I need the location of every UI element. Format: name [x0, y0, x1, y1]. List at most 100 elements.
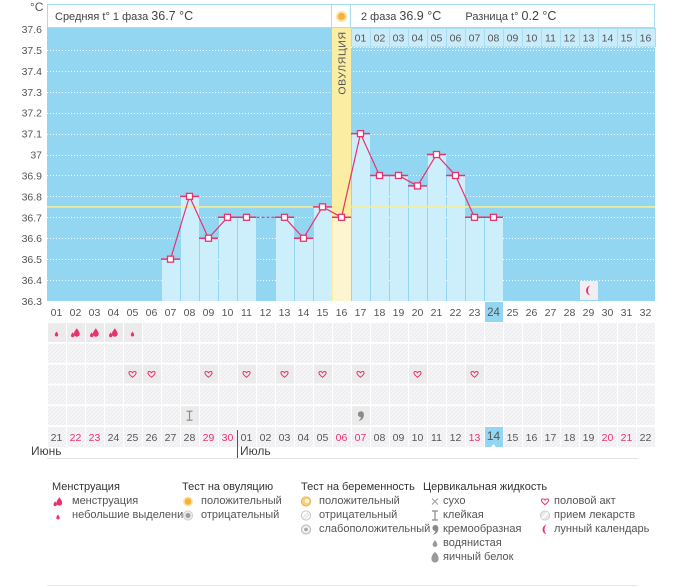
date-cell[interactable] [504, 427, 522, 447]
symptom-cell[interactable] [162, 364, 180, 384]
symptom-cell[interactable] [86, 406, 104, 426]
symptom-cell[interactable] [86, 364, 104, 384]
symptom-cell[interactable] [409, 406, 427, 426]
symptom-cell[interactable] [124, 406, 142, 426]
symptom-cell[interactable] [219, 385, 237, 405]
symptom-cell[interactable] [162, 385, 180, 405]
symptom-cell[interactable] [295, 364, 313, 384]
symptom-cell[interactable] [561, 343, 579, 363]
symptom-cell[interactable] [276, 385, 294, 405]
symptom-cell[interactable] [105, 343, 123, 363]
date-label[interactable]: 01 [241, 432, 253, 444]
symptom-cell[interactable] [162, 406, 180, 426]
symptom-cell[interactable] [428, 343, 446, 363]
date-cell[interactable] [219, 427, 237, 447]
date-cell[interactable] [447, 427, 465, 447]
date-label[interactable]: 26 [146, 432, 158, 444]
symptom-cell[interactable] [523, 406, 541, 426]
date-label[interactable]: 23 [89, 432, 101, 444]
date-cell[interactable] [257, 427, 275, 447]
symptom-cell[interactable] [466, 323, 484, 342]
symptom-cell[interactable] [238, 343, 256, 363]
symptom-cell[interactable] [48, 385, 66, 405]
symptom-cell[interactable] [219, 343, 237, 363]
symptom-cell[interactable] [48, 343, 66, 363]
symptom-cell[interactable] [124, 385, 142, 405]
temperature-point[interactable] [432, 150, 441, 159]
symptom-cell[interactable] [314, 343, 332, 363]
symptom-cell[interactable] [485, 323, 503, 342]
symptom-cell[interactable] [143, 406, 161, 426]
symptom-cell[interactable] [333, 406, 351, 426]
date-label[interactable]: 22 [70, 432, 82, 444]
symptom-cell[interactable] [219, 323, 237, 342]
symptom-cell[interactable] [48, 406, 66, 426]
temperature-point[interactable] [337, 213, 346, 221]
symptom-cell[interactable] [599, 343, 617, 363]
date-cell[interactable] [542, 427, 560, 447]
symptom-cell[interactable] [580, 343, 598, 363]
symptom-cell[interactable] [409, 343, 427, 363]
date-cell[interactable] [409, 427, 427, 447]
temperature-point[interactable] [356, 129, 365, 138]
symptom-cell[interactable] [143, 343, 161, 363]
temperature-point[interactable] [185, 192, 194, 201]
symptom-cell[interactable] [561, 364, 579, 384]
symptom-cell[interactable] [67, 385, 85, 405]
date-cell[interactable] [599, 427, 617, 447]
symptom-cell[interactable] [314, 364, 332, 384]
date-label[interactable]: 11 [431, 432, 442, 444]
temperature-point[interactable] [318, 203, 327, 211]
temperature-point[interactable] [394, 171, 403, 180]
date-label[interactable]: 28 [184, 432, 196, 444]
date-label[interactable]: 19 [583, 432, 595, 444]
symptom-cell[interactable] [276, 343, 294, 363]
symptom-cell[interactable] [257, 323, 275, 342]
date-label[interactable]: 07 [355, 432, 367, 444]
date-label[interactable]: 14 [487, 429, 501, 443]
symptom-cell[interactable] [219, 406, 237, 426]
symptom-cell[interactable] [105, 364, 123, 384]
symptom-cell[interactable] [485, 343, 503, 363]
temperature-point[interactable] [280, 213, 289, 221]
symptom-cell[interactable] [618, 343, 636, 363]
temperature-point[interactable] [166, 255, 175, 263]
symptom-cell[interactable] [352, 385, 370, 405]
symptom-cell[interactable] [219, 364, 237, 384]
date-cell[interactable] [523, 427, 541, 447]
symptom-cell[interactable] [124, 364, 142, 384]
temperature-point[interactable] [299, 234, 308, 242]
symptom-cell[interactable] [580, 406, 598, 426]
date-label[interactable]: 15 [507, 432, 519, 444]
symptom-cell[interactable] [352, 364, 370, 384]
symptom-cell[interactable] [200, 385, 218, 405]
symptom-cell[interactable] [637, 385, 655, 405]
symptom-cell[interactable] [447, 364, 465, 384]
date-label[interactable]: 17 [545, 432, 557, 444]
symptom-cell[interactable] [561, 323, 579, 342]
symptom-cell[interactable] [162, 343, 180, 363]
temperature-point[interactable] [451, 171, 460, 180]
symptom-cell[interactable] [542, 364, 560, 384]
date-label[interactable]: 16 [526, 432, 538, 444]
symptom-cell[interactable] [428, 323, 446, 342]
symptom-cell[interactable] [295, 323, 313, 342]
symptom-cell[interactable] [542, 323, 560, 342]
symptom-cell[interactable] [143, 385, 161, 405]
symptom-cell[interactable] [238, 406, 256, 426]
symptom-cell[interactable] [295, 406, 313, 426]
symptom-cell[interactable] [390, 364, 408, 384]
symptom-cell[interactable] [143, 364, 161, 384]
symptom-cell[interactable] [409, 385, 427, 405]
symptom-cell[interactable] [238, 364, 256, 384]
today-date-cell[interactable] [485, 427, 503, 447]
symptom-cell[interactable] [181, 385, 199, 405]
symptom-cell[interactable] [143, 323, 161, 342]
symptom-cell[interactable] [67, 343, 85, 363]
symptom-cell[interactable] [371, 385, 389, 405]
symptom-cell[interactable] [523, 343, 541, 363]
symptom-cell[interactable] [466, 406, 484, 426]
symptom-cell[interactable] [637, 323, 655, 342]
symptom-cell[interactable] [580, 364, 598, 384]
symptom-cell[interactable] [466, 385, 484, 405]
